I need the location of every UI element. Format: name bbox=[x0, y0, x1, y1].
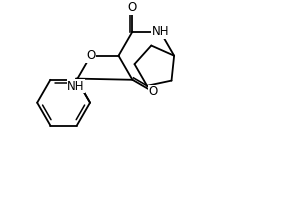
Text: O: O bbox=[128, 1, 137, 14]
Text: NH: NH bbox=[68, 80, 85, 93]
Text: O: O bbox=[148, 85, 158, 98]
Text: O: O bbox=[86, 49, 95, 62]
Text: NH: NH bbox=[152, 25, 169, 38]
